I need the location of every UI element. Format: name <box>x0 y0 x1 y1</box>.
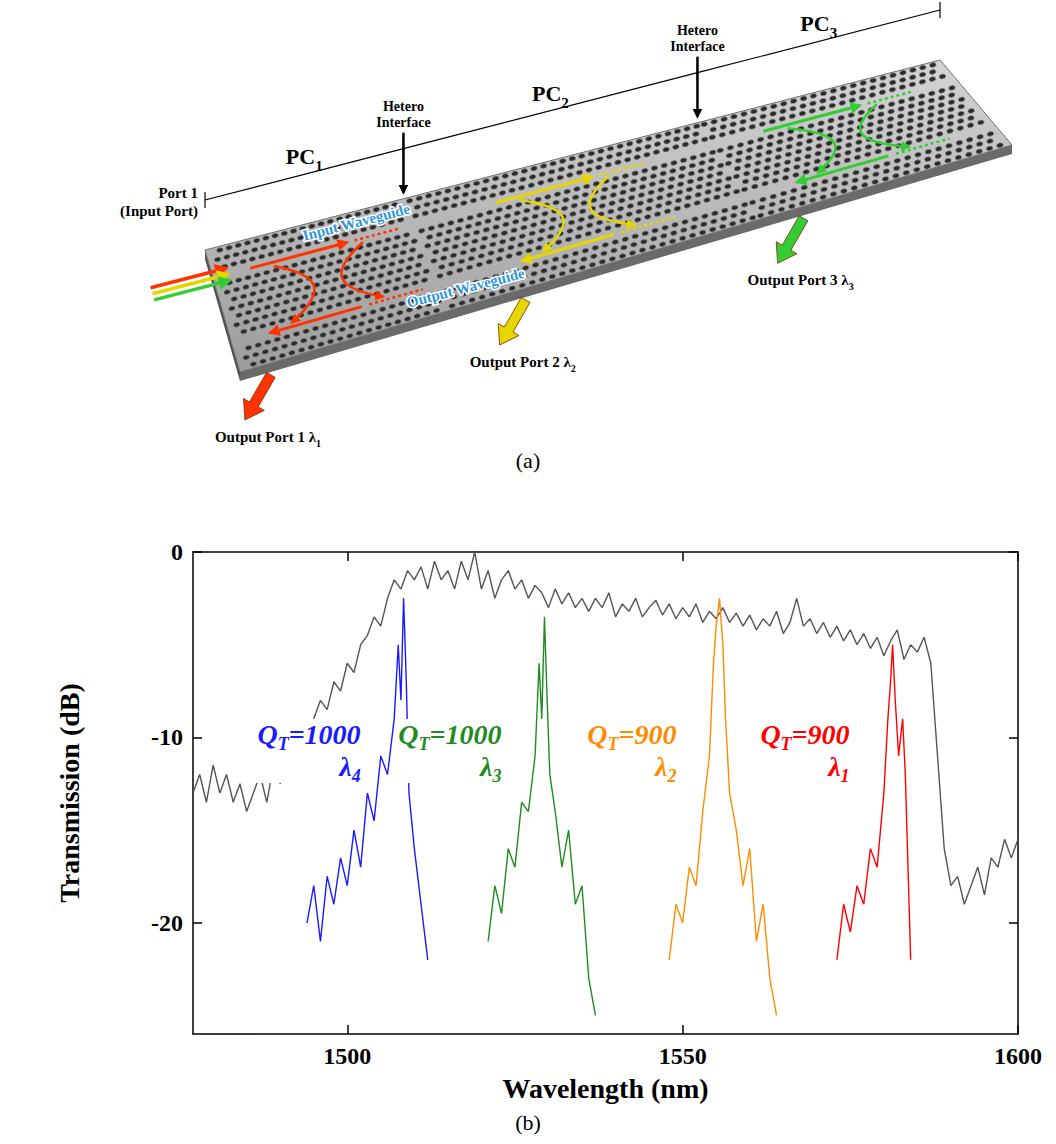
html-text:(b): (b) <box>515 1110 541 1135</box>
svg-text:PC1: PC1 <box>286 144 323 174</box>
svg-text:Output Port 3 λ3: Output Port 3 λ3 <box>748 272 854 292</box>
html-text:QT=900: QT=900 <box>760 719 850 755</box>
html-text:QT=1000: QT=1000 <box>257 719 361 755</box>
svg-text:Wavelength (nm): Wavelength (nm) <box>502 1073 708 1104</box>
html-text:λ1: λ1 <box>828 751 850 787</box>
html-text:λ4: λ4 <box>339 751 361 787</box>
svg-text:PC2: PC2 <box>532 81 569 111</box>
svg-text:PC3: PC3 <box>800 11 837 41</box>
html-text:λ2: λ2 <box>655 751 677 787</box>
svg-text:Input Waveguide: Input Waveguide <box>301 201 412 244</box>
svg-text:Output Port 2 λ2: Output Port 2 λ2 <box>470 354 576 374</box>
svg-text:(Input Port): (Input Port) <box>120 203 198 220</box>
svg-text:Output Port 1 λ1: Output Port 1 λ1 <box>215 429 321 449</box>
svg-text:0: 0 <box>171 539 183 565</box>
svg-text:Interface: Interface <box>670 39 724 54</box>
svg-text:Interface: Interface <box>376 115 430 130</box>
html-text:(a): (a) <box>515 448 541 473</box>
html-text:λ3: λ3 <box>480 751 502 787</box>
svg-text:Hetero: Hetero <box>677 23 718 38</box>
svg-text:Hetero: Hetero <box>383 99 424 114</box>
svg-text:1500: 1500 <box>323 1043 371 1069</box>
svg-text:Port 1: Port 1 <box>158 185 198 201</box>
svg-text:Transmission (dB): Transmission (dB) <box>54 683 85 903</box>
svg-text:1550: 1550 <box>659 1043 707 1069</box>
svg-text:-10: -10 <box>151 724 183 750</box>
svg-text:1600: 1600 <box>994 1043 1042 1069</box>
html-text:QT=900: QT=900 <box>587 719 677 755</box>
svg-text:-20: -20 <box>151 910 183 936</box>
svg-text:Output Waveguide: Output Waveguide <box>405 265 526 311</box>
html-text:QT=1000: QT=1000 <box>398 719 502 755</box>
